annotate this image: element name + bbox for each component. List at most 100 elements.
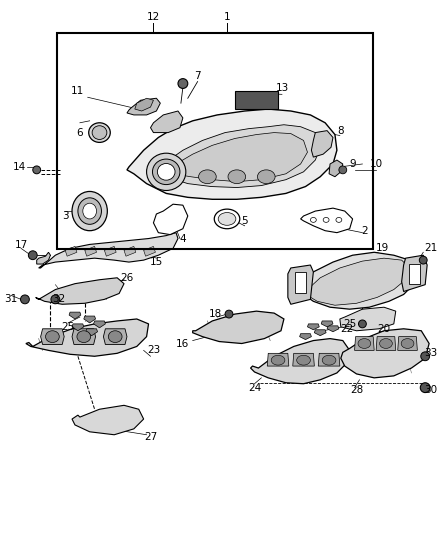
Text: 12: 12 (147, 12, 160, 22)
Ellipse shape (157, 164, 175, 180)
Text: 15: 15 (150, 257, 163, 267)
Ellipse shape (83, 203, 96, 219)
Polygon shape (329, 160, 343, 177)
Polygon shape (104, 246, 116, 256)
Polygon shape (127, 98, 160, 115)
Polygon shape (376, 337, 396, 350)
Text: 33: 33 (424, 349, 438, 358)
Circle shape (225, 310, 233, 318)
Circle shape (51, 295, 60, 304)
Ellipse shape (380, 338, 392, 349)
Polygon shape (135, 98, 153, 111)
Text: 22: 22 (340, 324, 353, 334)
Text: 6: 6 (77, 127, 83, 138)
Text: 27: 27 (144, 432, 157, 442)
Text: 11: 11 (71, 86, 85, 96)
Polygon shape (304, 258, 410, 305)
Polygon shape (103, 329, 127, 344)
Text: 18: 18 (208, 309, 222, 319)
Polygon shape (311, 131, 333, 157)
Polygon shape (300, 208, 353, 232)
Polygon shape (267, 353, 289, 366)
Polygon shape (402, 255, 427, 292)
Text: 9: 9 (349, 159, 356, 169)
Polygon shape (72, 405, 144, 435)
Polygon shape (37, 252, 50, 264)
Polygon shape (327, 326, 339, 332)
Polygon shape (151, 111, 183, 133)
Ellipse shape (77, 331, 91, 343)
Polygon shape (85, 246, 96, 256)
Ellipse shape (108, 331, 122, 343)
Polygon shape (86, 329, 98, 336)
Text: 10: 10 (370, 159, 383, 169)
Text: 20: 20 (378, 324, 391, 334)
Ellipse shape (72, 191, 107, 231)
Ellipse shape (228, 170, 246, 183)
Text: 13: 13 (276, 84, 289, 93)
Ellipse shape (401, 338, 414, 349)
Text: 4: 4 (180, 233, 186, 244)
Text: 19: 19 (375, 244, 389, 253)
Polygon shape (300, 334, 311, 340)
Ellipse shape (92, 126, 107, 140)
Bar (235, 91, 278, 109)
Ellipse shape (297, 356, 311, 365)
Polygon shape (340, 307, 396, 331)
Circle shape (339, 166, 347, 174)
Polygon shape (65, 246, 77, 256)
Polygon shape (251, 338, 350, 384)
Text: 2: 2 (361, 225, 367, 236)
Circle shape (28, 251, 37, 260)
Polygon shape (298, 252, 417, 309)
Circle shape (419, 256, 427, 264)
Polygon shape (314, 330, 326, 336)
Polygon shape (94, 321, 106, 328)
Ellipse shape (311, 217, 316, 222)
Circle shape (358, 320, 366, 328)
Polygon shape (288, 265, 313, 304)
Ellipse shape (198, 170, 216, 183)
Polygon shape (147, 125, 320, 188)
Text: 17: 17 (14, 240, 28, 251)
Polygon shape (354, 337, 374, 350)
Polygon shape (153, 204, 188, 235)
Text: 25: 25 (343, 319, 356, 329)
Ellipse shape (214, 209, 240, 229)
Polygon shape (36, 278, 124, 304)
Polygon shape (41, 329, 64, 344)
Text: 7: 7 (194, 71, 201, 80)
Polygon shape (124, 246, 136, 256)
Polygon shape (159, 133, 307, 182)
Text: 23: 23 (147, 345, 160, 356)
Text: 1: 1 (224, 12, 230, 22)
Ellipse shape (152, 159, 180, 184)
Polygon shape (72, 329, 95, 344)
Bar (409, 264, 420, 284)
Polygon shape (398, 337, 417, 350)
Ellipse shape (271, 356, 285, 365)
Circle shape (33, 166, 41, 174)
Ellipse shape (147, 153, 186, 190)
Polygon shape (26, 319, 148, 356)
Text: 30: 30 (424, 385, 438, 394)
Text: 14: 14 (12, 162, 26, 172)
Ellipse shape (358, 338, 371, 349)
Text: 8: 8 (338, 126, 344, 135)
Polygon shape (318, 353, 340, 366)
Circle shape (21, 295, 29, 304)
Circle shape (421, 352, 430, 361)
Text: 3: 3 (62, 211, 68, 221)
Text: 32: 32 (52, 294, 65, 304)
Text: 28: 28 (350, 385, 363, 394)
Text: 25: 25 (61, 322, 75, 332)
Ellipse shape (89, 123, 110, 142)
Polygon shape (39, 232, 178, 268)
Ellipse shape (258, 170, 275, 183)
Polygon shape (84, 316, 95, 323)
Ellipse shape (46, 331, 59, 343)
Polygon shape (193, 311, 284, 343)
Bar (57, 33, 373, 249)
Text: 21: 21 (424, 244, 438, 253)
Ellipse shape (323, 217, 329, 222)
